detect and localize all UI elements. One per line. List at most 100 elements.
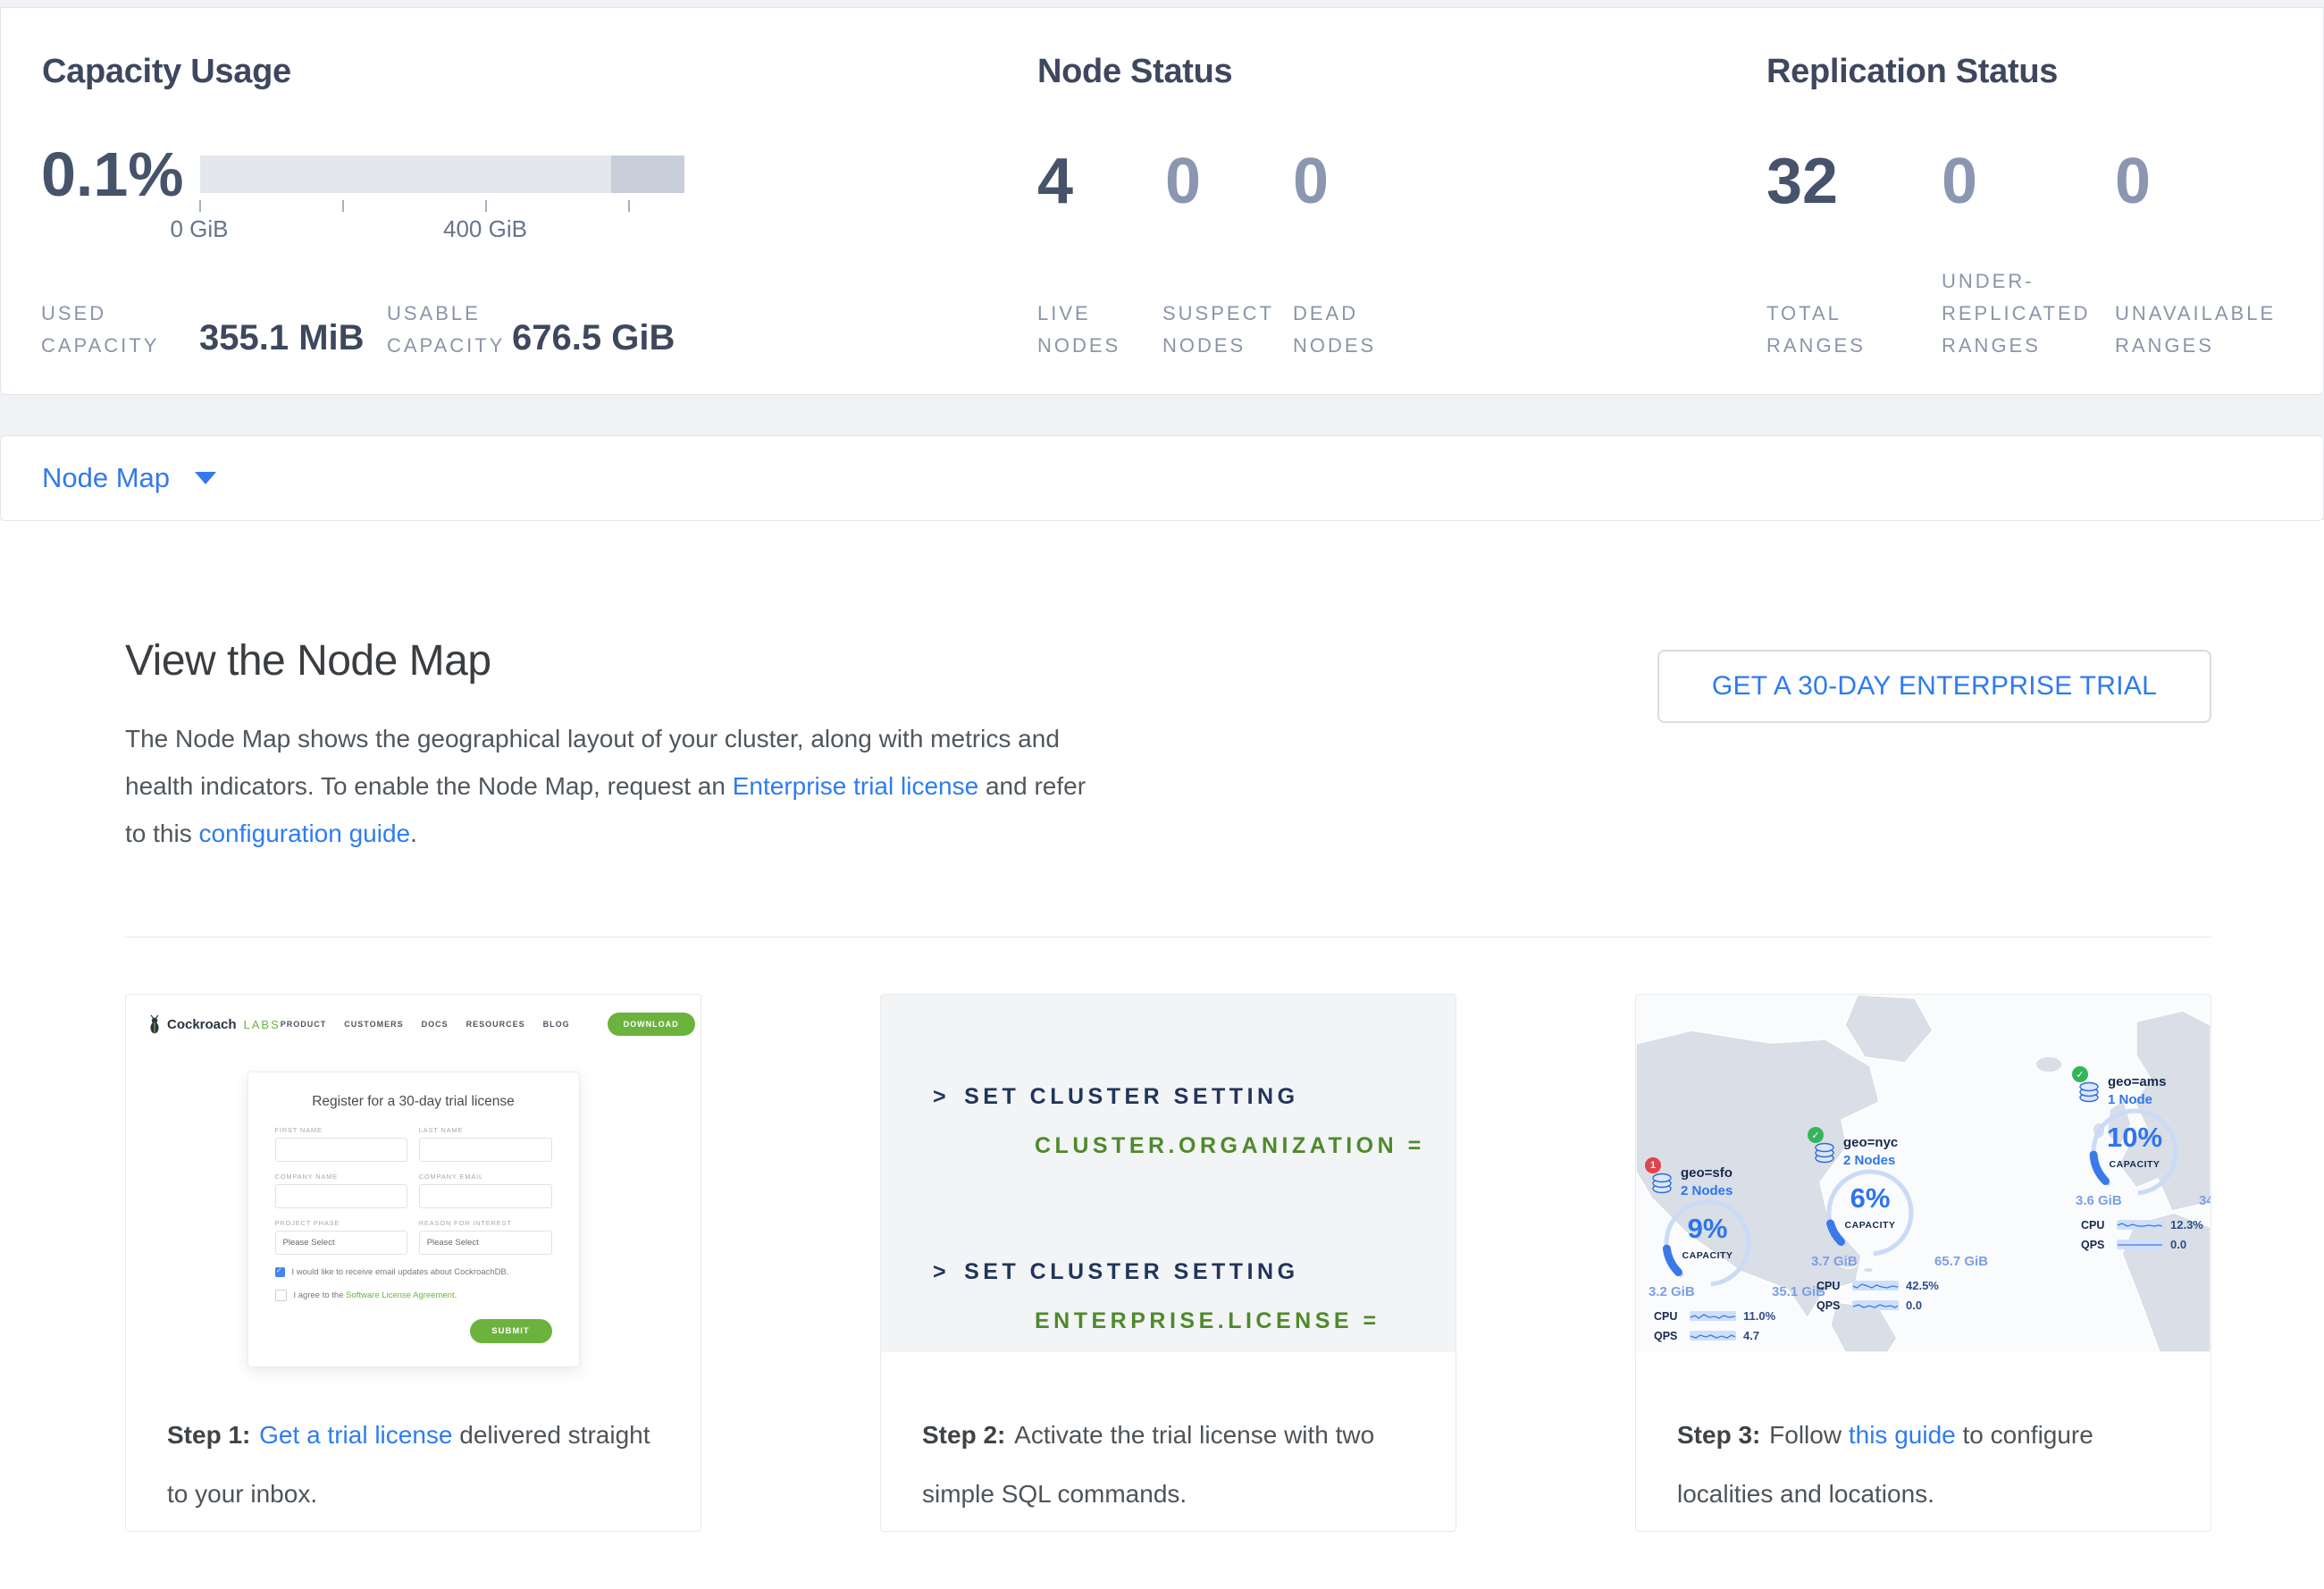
capacity-label: CAPACITY	[2109, 1159, 2160, 1170]
first-name-label: FIRST NAME	[274, 1126, 323, 1134]
node-map-preview: 1 geo=sfo 2 Nodes 9% CAPACITY	[1636, 995, 2211, 1352]
capacity-range: 3.7 GiB 65.7 GiB	[1811, 1254, 1988, 1269]
dead-nodes-label: DEAD NODES	[1293, 302, 1377, 357]
last-name-label: LAST NAME	[418, 1126, 464, 1134]
site-preview-nav: PRODUCT CUSTOMERS DOCS RESOURCES BLOG DO…	[281, 1013, 695, 1036]
live-nodes-label: LIVE NODES	[1037, 302, 1121, 357]
capacity-usage-title: Capacity Usage	[42, 53, 291, 90]
node-map-dropdown-label: Node Map	[42, 462, 171, 493]
node-map-dropdown[interactable]: Node Map	[42, 436, 217, 520]
capacity-range: 3.2 GiB 35.1 GiB	[1649, 1284, 1825, 1299]
cluster-geo-nyc: geo=nyc 2 Nodes 6% CAPACITY 3.7 GiB 65.7…	[1808, 1127, 1990, 1312]
usable-capacity-value: 676.5 GiB	[512, 318, 675, 357]
capacity-range: 3.6 GiB 34.4 GiB	[2076, 1193, 2211, 1208]
capacity-used: 3.6 GiB	[2076, 1193, 2122, 1208]
unavailable-ranges-count: 0	[2115, 146, 2152, 217]
reason-for-interest-label: REASON FOR INTEREST	[418, 1219, 512, 1227]
qps-value: 0.0	[1906, 1299, 1923, 1312]
get-trial-license-link[interactable]: Get a trial license	[259, 1421, 453, 1449]
capacity-total: 65.7 GiB	[1934, 1254, 1988, 1269]
cpu-label: CPU	[1654, 1309, 1678, 1323]
sql-line-2: > SET CLUSTER SETTING	[933, 1259, 1299, 1285]
brand-suffix: LABS	[243, 1017, 281, 1031]
suspect-nodes-label: SUSPECT NODES	[1162, 302, 1274, 357]
license-agreement-checkbox	[274, 1290, 287, 1301]
caption-text: to configure localities and locations.	[1677, 1421, 2093, 1508]
axis-tick	[199, 200, 201, 212]
capacity-percent: 10%	[2106, 1122, 2163, 1153]
configuration-guide-link[interactable]: configuration guide	[198, 820, 411, 847]
cockroach-bug-icon	[150, 1014, 159, 1034]
cluster-header: geo=nyc 2 Nodes	[1808, 1127, 1990, 1173]
get-enterprise-trial-button[interactable]: GET A 30-DAY ENTERPRISE TRIAL	[1657, 650, 2211, 723]
enterprise-trial-license-link[interactable]: Enterprise trial license	[732, 772, 979, 800]
used-capacity-value: 355.1 MiB	[199, 318, 365, 357]
page-title: View the Node Map	[125, 637, 491, 685]
sql-commands-preview: > SET CLUSTER SETTING CLUSTER.ORGANIZATIO…	[881, 995, 1456, 1352]
software-license-agreement-link: Software License Agreement	[346, 1291, 455, 1300]
capacity-used: 3.2 GiB	[1649, 1284, 1695, 1299]
cluster-summary-panel: Capacity Usage 0.1% 0 GiB 400 GiB USED C…	[0, 7, 2324, 395]
used-capacity-label: USED CAPACITY	[41, 302, 160, 357]
nodes-db-icon	[1652, 1173, 1672, 1194]
qps-metric-row: QPS 0.0	[2081, 1238, 2186, 1251]
live-nodes-count: 4	[1037, 146, 1074, 217]
cluster-locality: geo=nyc	[1843, 1135, 1899, 1150]
capacity-total: 34.4 GiB	[2198, 1193, 2211, 1208]
axis-tick-label-400: 400 GiB	[443, 215, 527, 242]
healthy-check-icon	[1808, 1127, 1824, 1143]
capacity-arc	[1825, 1167, 1916, 1258]
company-email-label: COMPANY EMAIL	[418, 1173, 483, 1181]
project-phase-select: Please Select	[274, 1231, 408, 1255]
nav-item-product: PRODUCT	[280, 1020, 327, 1029]
qps-label: QPS	[2081, 1238, 2105, 1251]
dead-nodes-count: 0	[1293, 146, 1330, 217]
step-3-caption: Step 3: Follow this guide to configure lo…	[1677, 1406, 2169, 1524]
cluster-locality: geo=ams	[2108, 1074, 2167, 1089]
capacity-bar-reserved-segment	[611, 156, 684, 193]
site-preview-header: Cockroach LABS PRODUCT CUSTOMERS DOCS RE…	[126, 995, 701, 1036]
axis-tick	[342, 200, 344, 212]
warning-badge: 1	[1645, 1157, 1661, 1173]
last-name-field	[418, 1138, 552, 1162]
nav-item-customers: CUSTOMERS	[344, 1020, 404, 1029]
sql-line-2-arg: ENTERPRISE.LICENSE =	[1035, 1308, 1380, 1333]
node-map-section-bar: Node Map	[0, 435, 2324, 521]
capacity-total: 35.1 GiB	[1771, 1284, 1825, 1299]
cluster-node-count: 2 Nodes	[1681, 1183, 1733, 1198]
capacity-label: CAPACITY	[1844, 1220, 1896, 1231]
axis-tick	[485, 200, 487, 212]
description-text: and refer to this	[125, 772, 1086, 847]
first-name-field	[274, 1138, 408, 1162]
cpu-sparkline	[2117, 1219, 2163, 1230]
world-map	[1636, 995, 2211, 1352]
company-email-field	[418, 1184, 552, 1208]
capacity-gauge: 10% CAPACITY	[2081, 1098, 2188, 1206]
nodes-db-icon	[1815, 1142, 1834, 1164]
nav-item-docs: DOCS	[421, 1020, 449, 1029]
trial-license-site-preview: Cockroach LABS PRODUCT CUSTOMERS DOCS RE…	[126, 995, 701, 1399]
capacity-percent: 9%	[1687, 1213, 1728, 1244]
node-map-description: The Node Map shows the geographical layo…	[125, 715, 1095, 857]
reason-for-interest-select: Please Select	[418, 1231, 552, 1255]
cluster-locality: geo=sfo	[1681, 1165, 1733, 1181]
qps-value: 4.7	[1743, 1329, 1760, 1342]
usable-capacity-label: USABLE CAPACITY	[387, 302, 506, 357]
caption-text: Activate the trial license with two simp…	[922, 1421, 1375, 1508]
registration-form-fields: FIRST NAME LAST NAME COMPANY NAME COMPAN…	[274, 1115, 552, 1255]
this-guide-link[interactable]: this guide	[1848, 1421, 1956, 1449]
nav-item-resources: RESOURCES	[466, 1020, 525, 1029]
total-ranges-count: 32	[1766, 146, 1839, 217]
suspect-nodes-count: 0	[1165, 146, 1202, 217]
sql-prompt: >	[933, 1259, 951, 1284]
sql-command: SET CLUSTER SETTING	[964, 1084, 1299, 1109]
agreement-text: .	[454, 1291, 457, 1300]
cockroach-labs-logo: Cockroach LABS	[147, 1014, 281, 1034]
submit-button: SUBMIT	[469, 1319, 552, 1343]
sql-line-1: > SET CLUSTER SETTING	[933, 1084, 1299, 1110]
company-name-label: COMPANY NAME	[274, 1173, 339, 1181]
axis-tick	[628, 200, 630, 212]
capacity-gauge: 9% CAPACITY	[1654, 1190, 1761, 1297]
under-replicated-ranges-label: UNDER-REPLICATED RANGES	[1942, 270, 2091, 357]
healthy-check-icon	[2072, 1066, 2088, 1082]
